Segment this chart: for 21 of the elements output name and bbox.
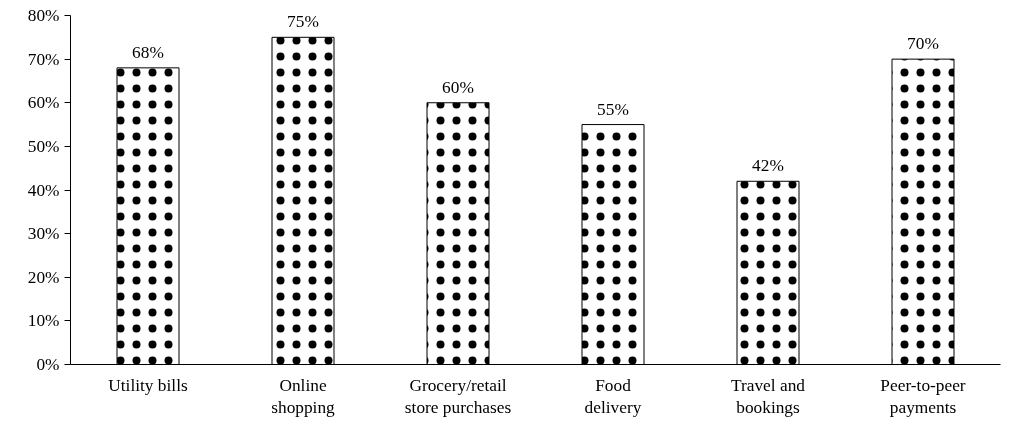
x-tick-label: Online shopping [271, 375, 336, 418]
y-tick-label: 30% [27, 224, 60, 244]
data-label: 70% [907, 34, 939, 54]
y-tick-label: 80% [27, 6, 60, 25]
data-label: 55% [597, 99, 629, 119]
y-tick-label: 70% [27, 49, 60, 69]
data-label: 60% [442, 77, 474, 97]
data-label: 75% [287, 12, 319, 32]
data-label: 42% [752, 156, 784, 176]
y-tick-label: 20% [27, 267, 60, 287]
y-tick-label: 50% [27, 136, 60, 156]
y-tick-label: 40% [27, 180, 60, 200]
data-label: 68% [132, 42, 164, 62]
x-tick-label: Utility bills [108, 375, 188, 395]
x-tick-label: Peer-to-peer payments [880, 375, 966, 418]
x-tick-label: Food delivery [584, 375, 642, 418]
y-tick-label: 0% [36, 355, 60, 374]
x-tick-label: Travel and bookings [731, 375, 806, 418]
y-tick-label: 60% [27, 93, 60, 113]
y-tick-label: 10% [27, 311, 60, 331]
x-tick-label: Grocery/retail store purchases [404, 375, 512, 418]
